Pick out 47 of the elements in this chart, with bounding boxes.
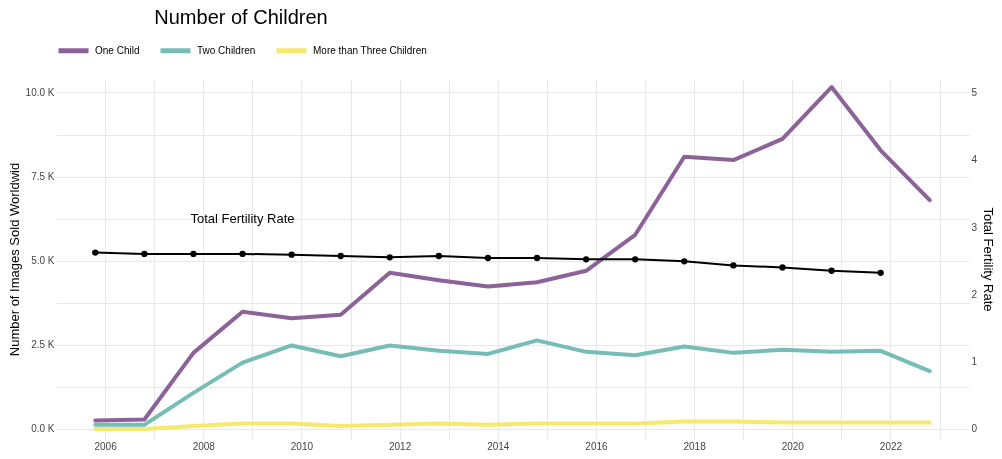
series-label: Total Fertility Rate — [190, 210, 295, 226]
point — [141, 250, 148, 258]
x-tick-label: 2020 — [781, 440, 805, 452]
y2-tick-label: 3 — [971, 221, 978, 233]
x-tick-label: 2010 — [290, 440, 314, 452]
legend-label: One Child — [95, 44, 140, 56]
point — [484, 254, 492, 262]
line-series — [93, 85, 932, 423]
point — [435, 252, 443, 260]
point — [779, 264, 786, 271]
y2-tick-label: 1 — [971, 356, 978, 368]
line-series — [93, 338, 932, 427]
y-axis-title: Number of Images Sold Worldwid — [6, 162, 22, 357]
point — [877, 269, 884, 276]
x-tick-label: 2018 — [683, 440, 707, 452]
x-tick-label: 2022 — [879, 440, 903, 452]
line-series — [93, 419, 932, 431]
x-tick-label: 2008 — [192, 440, 216, 452]
point — [386, 254, 393, 261]
y2-tick-label: 5 — [971, 86, 978, 98]
point — [92, 249, 99, 256]
x-tick-label: 2016 — [585, 440, 609, 452]
point — [828, 267, 835, 274]
point — [337, 252, 344, 260]
point — [681, 258, 688, 265]
point — [239, 250, 246, 258]
y-tick-label: 10.0 K — [25, 86, 55, 98]
y2-axis-title: Total Fertility Rate — [981, 207, 997, 312]
y2-tick-label: 4 — [971, 154, 978, 166]
point — [533, 254, 541, 262]
point — [582, 256, 590, 263]
x-tick-label: 2006 — [94, 440, 118, 452]
y2-tick-label: 2 — [971, 288, 978, 300]
y-tick-label: 5.0 K — [31, 255, 55, 267]
y-tick-label: 7.5 K — [31, 171, 55, 183]
point — [632, 256, 639, 263]
legend-label: More than Three Children — [313, 44, 427, 56]
y2-tick-label: 0 — [971, 423, 978, 435]
point — [190, 250, 197, 258]
y-tick-label: 2.5 K — [31, 339, 55, 351]
x-tick-label: 2012 — [388, 440, 412, 452]
y-tick-label: 0.0 K — [31, 423, 55, 435]
point — [730, 262, 737, 269]
legend-title: Number of Children — [154, 6, 328, 28]
x-tick-label: 2014 — [487, 440, 510, 452]
point — [288, 251, 295, 258]
legend-label: Two Children — [197, 44, 256, 56]
